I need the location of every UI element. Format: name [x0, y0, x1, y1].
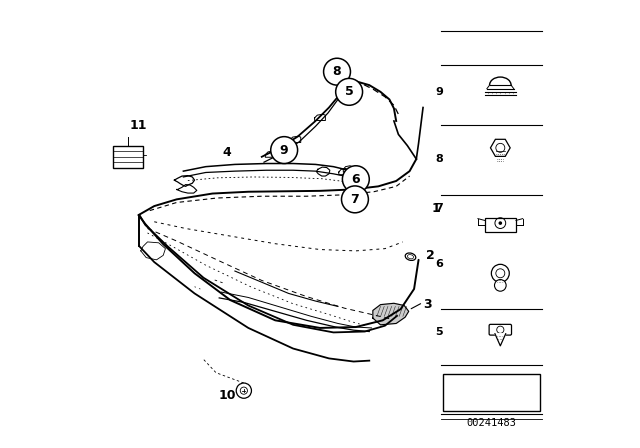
Text: 6: 6 [435, 259, 443, 269]
Circle shape [495, 280, 506, 291]
Text: 7: 7 [435, 203, 443, 213]
Polygon shape [495, 334, 506, 346]
Text: 4: 4 [223, 146, 231, 159]
Circle shape [271, 137, 298, 164]
Ellipse shape [405, 253, 416, 260]
Text: 2: 2 [426, 249, 435, 262]
Circle shape [342, 186, 369, 213]
Text: 00241483: 00241483 [467, 418, 516, 428]
Text: 9: 9 [435, 87, 443, 97]
Text: 5: 5 [436, 327, 443, 336]
Text: 1: 1 [431, 202, 440, 215]
FancyBboxPatch shape [113, 146, 143, 168]
Text: 6: 6 [351, 172, 360, 186]
Text: 9: 9 [280, 143, 289, 157]
FancyBboxPatch shape [489, 324, 511, 335]
Text: 5: 5 [345, 85, 353, 99]
Circle shape [236, 383, 252, 398]
Circle shape [324, 58, 351, 85]
Text: 7: 7 [351, 193, 359, 206]
Circle shape [336, 78, 362, 105]
Text: 3: 3 [423, 298, 431, 311]
Text: 8: 8 [435, 154, 443, 164]
FancyBboxPatch shape [484, 218, 516, 232]
Text: 10: 10 [218, 388, 236, 402]
Text: 11: 11 [130, 119, 147, 132]
Circle shape [499, 221, 502, 225]
Text: 8: 8 [333, 65, 341, 78]
FancyBboxPatch shape [443, 374, 540, 411]
Polygon shape [373, 303, 409, 325]
Circle shape [492, 264, 509, 282]
Circle shape [342, 166, 369, 193]
